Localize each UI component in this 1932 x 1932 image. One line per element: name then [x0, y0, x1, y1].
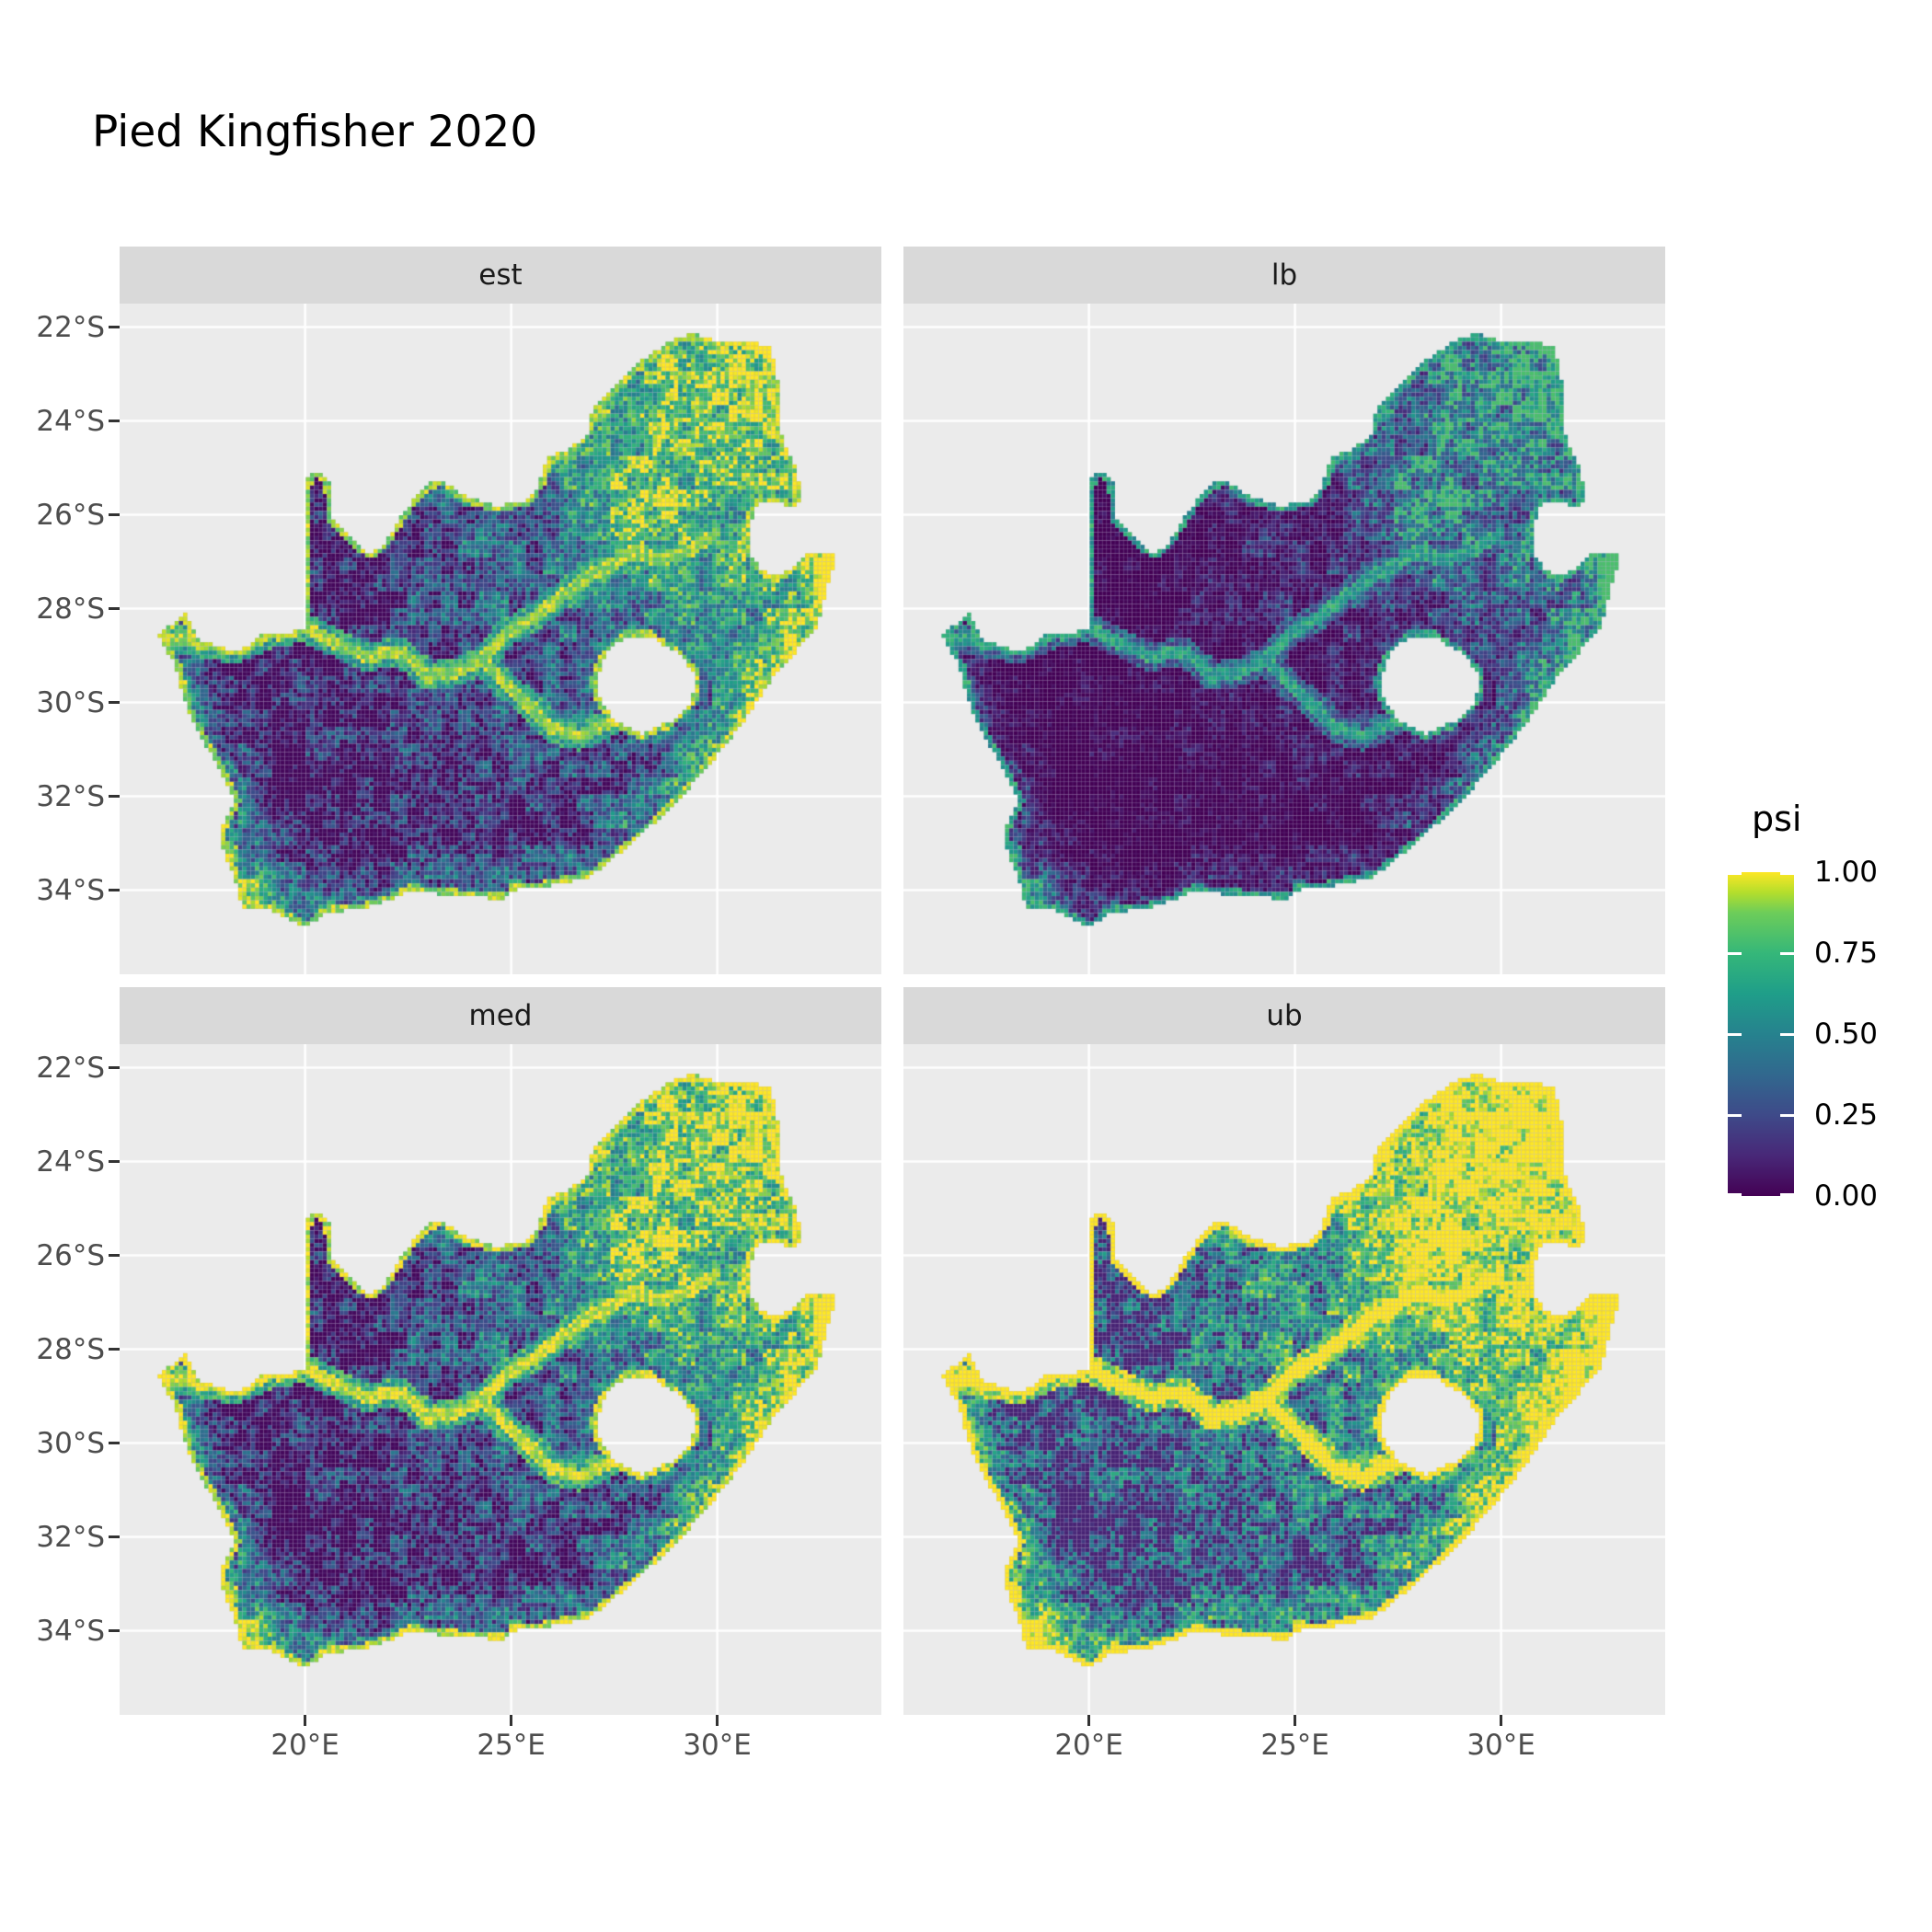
y-axis-tick-label: 32°S — [36, 1520, 105, 1554]
legend-tick-mark — [1728, 1113, 1742, 1117]
legend-tick-label: 0.75 — [1814, 937, 1879, 970]
legend-tick-mark — [1728, 872, 1742, 875]
legend-tick-mark — [1780, 951, 1794, 955]
y-axis-tick-mark — [109, 1442, 120, 1444]
y-axis-tick-label: 22°S — [36, 310, 105, 344]
y-axis-tick-label: 32°S — [36, 779, 105, 813]
facet-strip-label: ub — [1266, 999, 1303, 1032]
legend-tick-label: 0.50 — [1814, 1018, 1879, 1051]
x-axis-tick-label: 25°E — [477, 1729, 546, 1762]
x-axis-tick-label: 25°E — [1260, 1729, 1329, 1762]
legend-tick-mark — [1780, 1193, 1794, 1196]
facet-strip-est: est — [120, 247, 881, 304]
y-axis-tick-mark — [109, 513, 120, 516]
map-panel-ub — [903, 1044, 1665, 1715]
y-axis-tick-mark — [109, 1160, 120, 1163]
facet-strip-label: med — [468, 999, 533, 1032]
x-axis-tick-mark — [716, 1715, 719, 1726]
y-axis-tick-label: 24°S — [36, 404, 105, 438]
y-axis-tick-label: 26°S — [36, 1238, 105, 1272]
y-axis-tick-mark — [109, 701, 120, 704]
map-panel-med — [120, 1044, 881, 1715]
x-axis-tick-mark — [510, 1715, 513, 1726]
y-axis-tick-mark — [109, 1348, 120, 1351]
legend-tick-label: 0.00 — [1814, 1179, 1879, 1213]
y-axis-tick-label: 28°S — [36, 1332, 105, 1366]
legend-tick-mark — [1780, 1113, 1794, 1117]
y-axis-tick-mark — [109, 1629, 120, 1632]
facet-strip-med: med — [120, 987, 881, 1044]
y-axis-tick-label: 30°S — [36, 685, 105, 719]
legend-tick-mark — [1728, 951, 1742, 955]
plot-title: Pied Kingfisher 2020 — [92, 107, 538, 157]
y-axis-tick-mark — [109, 1066, 120, 1069]
y-axis-tick-label: 24°S — [36, 1144, 105, 1179]
x-axis-tick-mark — [1294, 1715, 1297, 1726]
y-axis-tick-label: 22°S — [36, 1051, 105, 1085]
legend-tick-mark — [1780, 1032, 1794, 1036]
y-axis-tick-label: 30°S — [36, 1426, 105, 1460]
x-axis-tick-label: 20°E — [1054, 1729, 1123, 1762]
y-axis-tick-label: 34°S — [36, 873, 105, 907]
legend-tick-label: 0.25 — [1814, 1098, 1879, 1132]
x-axis-tick-mark — [1500, 1715, 1503, 1726]
x-axis-tick-mark — [304, 1715, 307, 1726]
x-axis-tick-label: 30°E — [683, 1729, 752, 1762]
y-axis-tick-mark — [109, 1535, 120, 1538]
x-axis-tick-label: 30°E — [1466, 1729, 1535, 1762]
legend-colorbar — [1728, 872, 1794, 1196]
x-axis-tick-mark — [1087, 1715, 1091, 1726]
facet-strip-label: lb — [1271, 259, 1298, 292]
y-axis-tick-label: 28°S — [36, 592, 105, 626]
y-axis-tick-mark — [109, 420, 120, 422]
y-axis-tick-label: 34°S — [36, 1614, 105, 1648]
legend-tick-mark — [1728, 1193, 1742, 1196]
legend-tick-mark — [1780, 872, 1794, 875]
x-axis-tick-label: 20°E — [270, 1729, 339, 1762]
facet-strip-label: est — [478, 259, 523, 292]
y-axis-tick-mark — [109, 889, 120, 891]
facet-strip-ub: ub — [903, 987, 1665, 1044]
legend-tick-label: 1.00 — [1814, 856, 1879, 889]
y-axis-tick-mark — [109, 795, 120, 798]
y-axis-tick-mark — [109, 607, 120, 610]
facet-strip-lb: lb — [903, 247, 1665, 304]
y-axis-tick-label: 26°S — [36, 498, 105, 532]
map-panel-est — [120, 304, 881, 974]
legend-tick-mark — [1728, 1032, 1742, 1036]
map-panel-lb — [903, 304, 1665, 974]
y-axis-tick-mark — [109, 326, 120, 328]
y-axis-tick-mark — [109, 1254, 120, 1257]
legend-title: psi — [1752, 799, 1802, 839]
